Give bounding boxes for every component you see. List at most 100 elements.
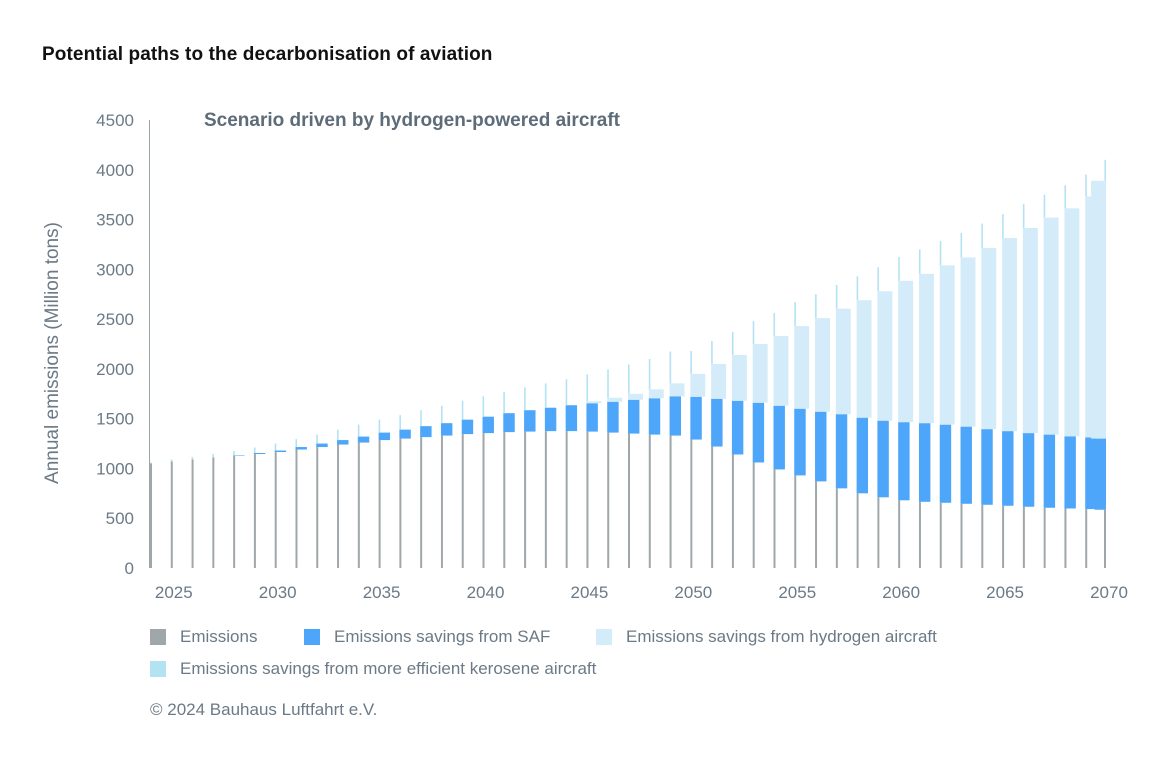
bar-efficient-2025 <box>170 459 173 462</box>
bar-saf-2052 <box>731 400 744 455</box>
legend-swatch-emissions <box>150 629 166 645</box>
bar-saf-2036 <box>399 429 411 439</box>
bar-hydrogen-2064 <box>981 247 997 430</box>
bar-emissions-2050 <box>690 439 693 568</box>
bar-emissions-2048 <box>648 434 651 568</box>
bar-hydrogen-2046 <box>607 397 623 402</box>
bar-efficient-2055 <box>794 302 796 327</box>
y-tick-label: 1500 <box>96 410 134 429</box>
bar-hydrogen-2065 <box>1002 237 1018 432</box>
bar-hydrogen-2059 <box>877 291 893 421</box>
bar-saf-2042 <box>524 410 536 432</box>
bar-emissions-2046 <box>607 432 610 568</box>
bar-emissions-2024 <box>150 463 152 568</box>
bar-efficient-2045 <box>586 374 589 402</box>
bar-hydrogen-2057 <box>835 308 851 415</box>
legend-swatch-saf <box>304 629 320 645</box>
legend-swatch-efficient <box>150 661 166 677</box>
bar-emissions-2065 <box>1002 505 1005 568</box>
bar-emissions-2053 <box>752 462 755 568</box>
bar-hydrogen-2061 <box>918 273 934 424</box>
bar-efficient-2039 <box>461 400 464 420</box>
bar-emissions-2028 <box>233 456 236 568</box>
legend-label: Emissions savings from more efficient ke… <box>180 659 597 678</box>
bar-efficient-2040 <box>482 396 485 417</box>
bar-saf-2034 <box>357 436 370 443</box>
bar-emissions-2060 <box>898 500 901 568</box>
bar-emissions-2052 <box>731 454 734 568</box>
y-tick-label: 3500 <box>96 211 134 230</box>
bar-saf-2048 <box>648 398 661 435</box>
bar-saf-2047 <box>628 399 640 434</box>
bar-efficient-2037 <box>420 410 422 427</box>
bar-emissions-2026 <box>191 459 194 568</box>
bar-emissions-2059 <box>877 497 880 568</box>
legend-label: Emissions savings from SAF <box>334 627 551 646</box>
source-credit: © 2024 Bauhaus Luftfahrt e.V. <box>150 700 378 719</box>
bar-hydrogen-2052 <box>731 354 747 401</box>
bar-emissions-2032 <box>316 447 319 568</box>
bar-emissions-2069 <box>1085 509 1088 568</box>
bar-emissions-2035 <box>378 440 381 568</box>
bar-emissions-2047 <box>628 433 630 568</box>
y-axis: 0 500 1000 1500 2000 2500 3000 3500 4000 4500 <box>96 111 150 578</box>
bar-saf-2065 <box>1002 431 1014 506</box>
bar-efficient-2050 <box>690 350 692 374</box>
y-tick-label: 2500 <box>96 310 134 329</box>
bar-saf-2060 <box>898 422 910 501</box>
bar-saf-2029 <box>253 453 266 455</box>
bar-saf-2066 <box>1022 433 1035 507</box>
bar-emissions-2033 <box>337 444 340 568</box>
page-title: Potential paths to the decarbonisation o… <box>42 44 493 65</box>
bar-efficient-2052 <box>731 332 734 355</box>
bar-saf-2063 <box>960 426 972 504</box>
bar-saf-2038 <box>440 423 453 436</box>
bar-efficient-2069 <box>1085 174 1087 197</box>
bar-efficient-2067 <box>1043 194 1046 218</box>
bar-saf-2040 <box>482 416 494 434</box>
bar-emissions-2025 <box>170 461 173 568</box>
bar-hydrogen-2051 <box>711 363 727 399</box>
legend-label: Emissions savings from hydrogen aircraft <box>626 627 937 646</box>
bar-efficient-2024 <box>150 462 152 464</box>
bar-efficient-2057 <box>835 284 838 309</box>
bar-emissions-2056 <box>815 481 818 568</box>
bar-emissions-2037 <box>420 437 423 568</box>
bar-efficient-2036 <box>399 415 401 430</box>
bar-efficient-2031 <box>295 439 298 448</box>
x-tick-label: 2060 <box>882 583 920 602</box>
bar-emissions-2045 <box>586 431 589 568</box>
y-tick-label: 2000 <box>96 360 134 379</box>
x-tick-label: 2070 <box>1090 583 1128 602</box>
bar-hydrogen-2053 <box>752 344 768 403</box>
chart-subtitle: Scenario driven by hydrogen-powered airc… <box>204 110 621 131</box>
bar-emissions-2049 <box>669 435 672 568</box>
bar-efficient-2043 <box>544 383 547 408</box>
bar-hydrogen-2054 <box>773 336 789 406</box>
bar-saf-2046 <box>607 401 619 433</box>
bars-layer <box>150 159 1106 568</box>
bar-emissions-2039 <box>461 434 464 568</box>
bar-efficient-2061 <box>918 249 921 274</box>
legend-item-saf: Emissions savings from SAF <box>304 627 550 647</box>
x-tick-label: 2055 <box>778 583 816 602</box>
bar-hydrogen-2047 <box>628 393 643 400</box>
bar-hydrogen-2045 <box>586 401 602 404</box>
bar-efficient-2042 <box>524 387 526 411</box>
bar-saf-2031 <box>295 447 307 450</box>
legend-label: Emissions <box>180 627 258 646</box>
y-tick-label: 0 <box>125 559 134 578</box>
bar-efficient-2049 <box>669 351 672 384</box>
y-tick-label: 4500 <box>96 111 134 130</box>
bar-emissions-2064 <box>981 504 984 568</box>
bar-emissions-2067 <box>1043 507 1046 568</box>
bar-efficient-2062 <box>939 240 942 266</box>
bar-hydrogen-2056 <box>815 318 830 412</box>
x-tick-label: 2040 <box>467 583 505 602</box>
bar-saf-2050 <box>690 396 702 440</box>
bar-efficient-2051 <box>711 341 713 364</box>
bar-saf-2069 <box>1085 437 1097 510</box>
bar-saf-2054 <box>773 405 785 470</box>
bar-efficient-2060 <box>898 256 900 281</box>
bar-efficient-2038 <box>440 405 443 424</box>
